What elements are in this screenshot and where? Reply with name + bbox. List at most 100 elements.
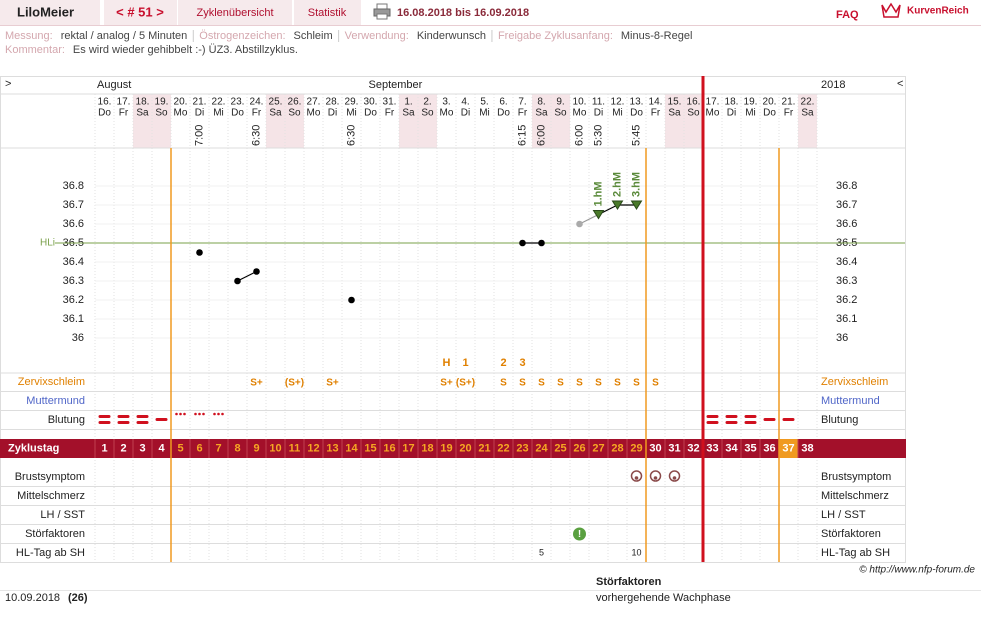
- date-label: 24.: [250, 97, 264, 108]
- weekday-label: Mi: [612, 108, 623, 119]
- cycle-day: 15: [364, 442, 376, 454]
- weekday-label: Sa: [402, 108, 415, 119]
- weekday-label: Di: [195, 108, 204, 119]
- date-label: 18.: [725, 97, 739, 108]
- date-label: 4.: [461, 97, 469, 108]
- weekday-label: Do: [497, 108, 510, 119]
- cycle-day: 7: [215, 442, 221, 454]
- cycle-day: 38: [801, 442, 813, 454]
- bleeding-mark: [98, 415, 111, 424]
- breast-ring: [630, 470, 643, 482]
- cervix-mark: S: [557, 378, 564, 389]
- y-tick-label: 36.4: [63, 256, 84, 268]
- nav-tab[interactable]: [104, 0, 177, 25]
- weekend-shade: [418, 94, 437, 148]
- faq-link[interactable]: FAQ: [836, 9, 859, 21]
- bleeding-dash: [136, 415, 149, 418]
- breast-dot: [672, 476, 677, 480]
- temp-point: [234, 277, 241, 285]
- logo-icon: [881, 2, 901, 18]
- weekday-label: Di: [727, 108, 736, 119]
- date-label: 7.: [518, 97, 526, 108]
- bleeding-dot: [183, 412, 186, 416]
- nav-left[interactable]: >: [5, 78, 11, 90]
- bleeding-dash: [98, 421, 111, 424]
- cycle-day: 26: [573, 442, 585, 454]
- date-label: 11.: [592, 97, 605, 108]
- tab[interactable]: [178, 0, 292, 25]
- year: 2018: [821, 79, 845, 91]
- breast-mark: [630, 470, 643, 482]
- cycle-day: 33: [706, 442, 718, 454]
- cervix-mark: (S+): [285, 378, 304, 389]
- disturbance-icon: [573, 527, 586, 541]
- cervix-mark: S+: [326, 378, 339, 389]
- user-name: LiloMeier: [17, 4, 74, 19]
- peak-count: 2: [500, 357, 506, 369]
- date-label: 1.: [404, 97, 412, 108]
- weekday-label: So: [687, 108, 700, 119]
- weekday-label: So: [554, 108, 567, 119]
- date-label: 9.: [556, 97, 564, 108]
- y-tick-label: 36.7: [836, 199, 857, 211]
- date-label: 21.: [193, 97, 207, 108]
- footer-date: 10.09.2018: [5, 592, 60, 604]
- y-tick-label: 36.3: [63, 275, 84, 287]
- time-label: 5:45: [630, 125, 642, 146]
- month-label: September: [369, 79, 423, 91]
- weekday-label: Sa: [136, 108, 149, 119]
- cycle-day: 32: [687, 442, 699, 454]
- y-tick-label: 36.3: [836, 275, 857, 287]
- cervix-mark: S: [500, 378, 507, 389]
- bleeding-dash: [155, 418, 168, 421]
- tab[interactable]: [294, 0, 361, 25]
- tab-label[interactable]: Statistik: [308, 7, 347, 19]
- y-tick-label: 36.8: [836, 180, 857, 192]
- peak-count: 3: [519, 357, 525, 369]
- date-label: 20.: [174, 97, 188, 108]
- weekday-label: Mo: [706, 108, 720, 119]
- logo[interactable]: KurvenReich: [907, 6, 969, 17]
- date-label: 22.: [212, 97, 226, 108]
- time-label: 6:30: [345, 125, 357, 146]
- bleeding-dash: [98, 415, 111, 418]
- print-icon[interactable]: [373, 3, 391, 20]
- cycle-day: 31: [668, 442, 680, 454]
- copyright: © http://www.nfp-forum.de: [859, 565, 975, 576]
- cycle-day: 17: [402, 442, 414, 454]
- cycle-nav[interactable]: < # 51 >: [116, 4, 164, 19]
- row-label: Muttermund: [821, 395, 880, 407]
- weekday-label: Fr: [518, 108, 528, 119]
- info-value: rektal / analog / 5 Minuten: [61, 30, 188, 42]
- temp-segment: [579, 213, 599, 225]
- time-label: 7:00: [193, 125, 205, 146]
- y-tick-label: 36.7: [63, 199, 84, 211]
- weekday-label: So: [155, 108, 168, 119]
- row-label: Muttermund: [26, 395, 85, 407]
- weekday-label: Do: [364, 108, 377, 119]
- weekday-label: Mo: [440, 108, 454, 119]
- bleeding-mark: [117, 415, 130, 424]
- cycle-day-band: [0, 439, 906, 458]
- cycle-day: 24: [535, 442, 548, 454]
- breast-ring: [649, 470, 662, 482]
- temp-point: [348, 296, 355, 304]
- temp-point: [519, 239, 526, 247]
- tab-label[interactable]: Zyklenübersicht: [196, 7, 273, 19]
- cycle-day: 9: [253, 442, 259, 454]
- row-label: Störfaktoren: [25, 528, 85, 540]
- cycle-day: 4: [158, 442, 165, 454]
- info-label: Freigabe Zyklusanfang:: [498, 30, 613, 42]
- y-tick-label: 36.8: [63, 180, 84, 192]
- y-tick-label: 36.2: [63, 294, 84, 306]
- cervix-mark: S+: [440, 378, 453, 389]
- higher-label: 3.hM: [630, 172, 642, 197]
- bleeding-dot: [175, 412, 178, 416]
- row-label: HL-Tag ab SH: [821, 547, 890, 559]
- date-label: 23.: [231, 97, 245, 108]
- nav-right[interactable]: <: [897, 78, 903, 90]
- bleeding-mark: [175, 412, 186, 416]
- date-label: 16.: [98, 97, 112, 108]
- time-label: 6:00: [535, 125, 547, 146]
- weekday-label: Mi: [213, 108, 224, 119]
